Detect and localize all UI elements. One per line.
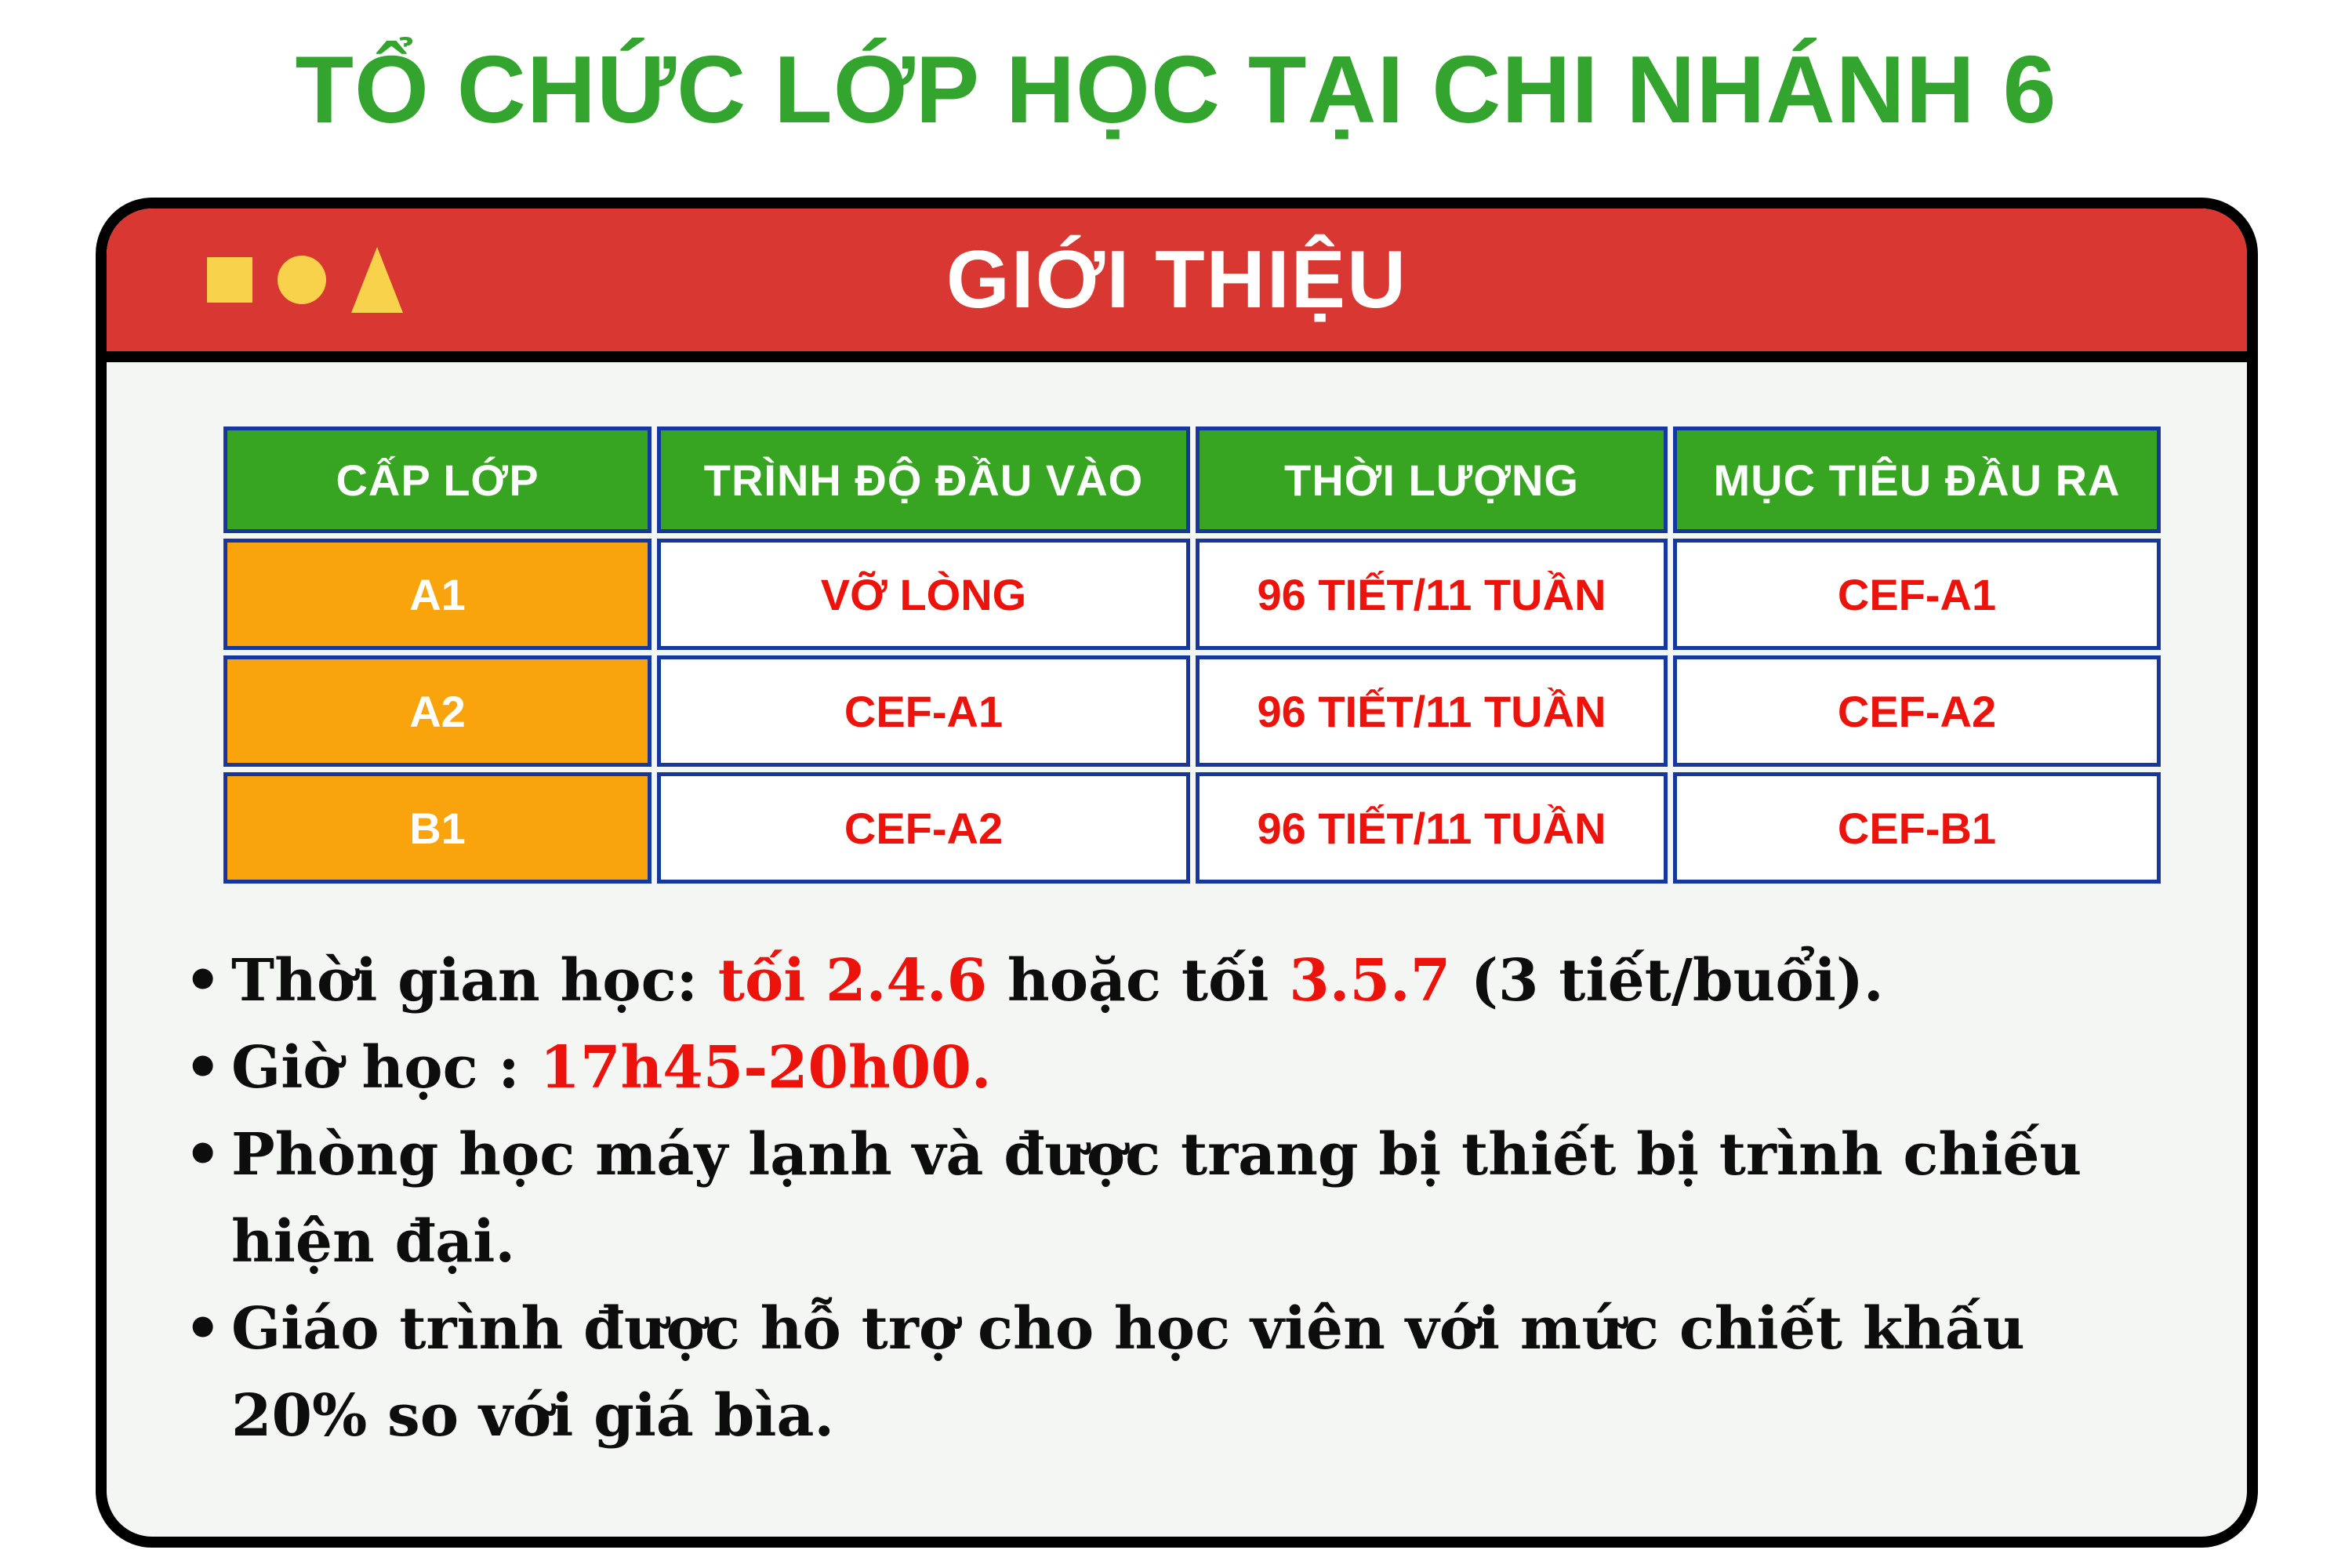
square-icon <box>207 257 252 303</box>
list-item-hours: Giờ học : 17h45-20h00. <box>183 1025 2127 1112</box>
list-item-schedule: Thời gian học: tối 2.4.6 hoặc tối 3.5.7 … <box>183 938 2127 1025</box>
header-decoration-shapes <box>207 247 403 313</box>
column-header-target: MỤC TIÊU ĐẦU RA <box>1673 426 2161 533</box>
table-row: A2 CEF-A1 96 TIẾT/11 TUẦN CEF-A2 <box>223 655 2161 767</box>
column-header-entry-level: TRÌNH ĐỘ ĐẦU VÀO <box>657 426 1190 533</box>
list-item-classroom: Phòng học máy lạnh và được trang bị thiế… <box>183 1112 2127 1286</box>
bullet-text: Giờ học : <box>231 1034 540 1102</box>
bullet-text: Thời gian học: <box>231 947 718 1014</box>
duration-cell: 96 TIẾT/11 TUẦN <box>1196 772 1668 884</box>
info-bullet-list: Thời gian học: tối 2.4.6 hoặc tối 3.5.7 … <box>183 938 2127 1460</box>
column-header-duration: THỜI LƯỢNG <box>1196 426 1668 533</box>
bullet-text: (3 tiết/buổi). <box>1450 947 1884 1014</box>
list-item-textbook: Giáo trình được hỗ trợ cho học viên với … <box>183 1286 2127 1460</box>
circle-icon <box>278 256 326 304</box>
card-header-title: GIỚI THIỆU <box>946 234 1408 325</box>
bullet-highlight: 3.5.7 <box>1289 947 1451 1014</box>
bullet-highlight: 17h45-20h00. <box>539 1034 992 1102</box>
level-cell: B1 <box>223 772 652 884</box>
entry-cell: VỠ LÒNG <box>657 539 1190 650</box>
bullet-text: Phòng học máy lạnh và được trang bị thiế… <box>231 1121 2082 1276</box>
column-header-level: CẤP LỚP <box>223 426 652 533</box>
triangle-icon <box>351 247 403 313</box>
table-row: A1 VỠ LÒNG 96 TIẾT/11 TUẦN CEF-A1 <box>223 539 2161 650</box>
level-cell: A1 <box>223 539 652 650</box>
table-header-row: CẤP LỚP TRÌNH ĐỘ ĐẦU VÀO THỜI LƯỢNG MỤC … <box>223 426 2161 533</box>
level-cell: A2 <box>223 655 652 767</box>
card-header-bar: GIỚI THIỆU <box>107 209 2247 362</box>
duration-cell: 96 TIẾT/11 TUẦN <box>1196 655 1668 767</box>
entry-cell: CEF-A1 <box>657 655 1190 767</box>
course-table: CẤP LỚP TRÌNH ĐỘ ĐẦU VÀO THỜI LƯỢNG MỤC … <box>218 421 2166 889</box>
intro-card: GIỚI THIỆU CẤP LỚP TRÌNH ĐỘ ĐẦU VÀO THỜI… <box>96 198 2258 1548</box>
bullet-text: Giáo trình được hỗ trợ cho học viên với … <box>231 1295 2025 1450</box>
entry-cell: CEF-A2 <box>657 772 1190 884</box>
target-cell: CEF-A2 <box>1673 655 2161 767</box>
target-cell: CEF-A1 <box>1673 539 2161 650</box>
page-title: TỔ CHỨC LỚP HỌC TẠI CHI NHÁNH 6 <box>295 36 2057 143</box>
duration-cell: 96 TIẾT/11 TUẦN <box>1196 539 1668 650</box>
bullet-text: hoặc tối <box>987 947 1290 1014</box>
bullet-highlight: tối 2.4.6 <box>717 947 988 1014</box>
target-cell: CEF-B1 <box>1673 772 2161 884</box>
table-row: B1 CEF-A2 96 TIẾT/11 TUẦN CEF-B1 <box>223 772 2161 884</box>
